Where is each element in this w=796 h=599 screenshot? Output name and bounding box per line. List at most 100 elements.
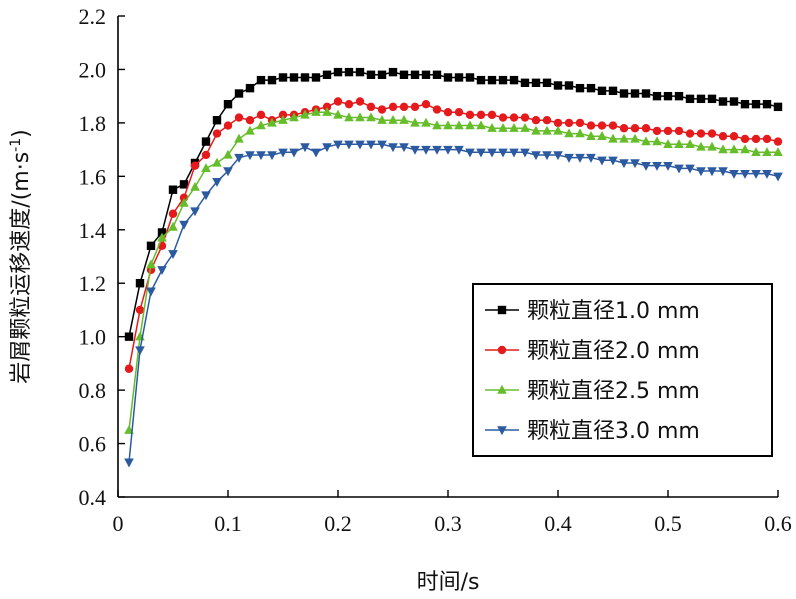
data-point (278, 110, 288, 120)
data-point (410, 117, 420, 127)
data-point (278, 148, 288, 158)
data-point (322, 102, 332, 112)
data-point (685, 164, 695, 174)
data-point (201, 150, 211, 160)
data-point (355, 112, 365, 122)
data-point (289, 73, 299, 82)
data-point (388, 143, 398, 153)
data-point (619, 124, 629, 133)
data-point (355, 97, 365, 106)
data-point (355, 67, 365, 77)
y-tick-label: 2.0 (79, 57, 107, 82)
data-point (476, 110, 486, 120)
data-point (773, 102, 783, 112)
data-point (267, 151, 277, 161)
data-point (432, 145, 442, 155)
data-point (542, 116, 552, 125)
legend-item: 颗粒直径1.0 mm (485, 299, 700, 324)
data-point (146, 287, 156, 297)
data-point (278, 115, 288, 124)
data-point (223, 99, 233, 109)
data-point (201, 191, 211, 201)
data-point (520, 113, 530, 122)
data-point (410, 70, 420, 79)
data-point (641, 124, 651, 133)
data-point (443, 120, 453, 130)
data-point (311, 107, 321, 116)
series-1 (124, 67, 783, 341)
data-point (410, 102, 420, 112)
data-point (674, 126, 684, 136)
data-point (245, 116, 255, 125)
data-point (641, 136, 651, 146)
legend-item: 颗粒直径2.0 mm (485, 339, 700, 364)
data-point (718, 132, 728, 141)
legend-swatch-marker (497, 426, 507, 436)
data-point (179, 180, 189, 189)
data-point (344, 140, 354, 150)
data-point (366, 112, 376, 122)
data-point (190, 161, 200, 170)
data-point (245, 125, 255, 135)
data-point (674, 164, 684, 174)
data-point (718, 144, 728, 154)
data-point (421, 117, 431, 127)
data-point (762, 147, 772, 156)
data-point (663, 91, 673, 101)
data-point (157, 232, 167, 242)
data-point (586, 153, 596, 163)
data-point (476, 148, 486, 158)
data-point (729, 132, 739, 141)
data-point (685, 139, 695, 148)
y-tick-label: 0.8 (79, 378, 107, 403)
data-point (421, 99, 431, 109)
data-point (377, 70, 387, 79)
data-point (366, 102, 376, 112)
data-point (553, 118, 563, 128)
data-point (168, 250, 178, 260)
data-point (366, 70, 376, 79)
legend-box (472, 283, 773, 457)
data-point (751, 169, 761, 179)
x-tick-label: 0.1 (214, 511, 242, 536)
data-point (773, 172, 783, 182)
y-tick-label: 1.6 (79, 164, 107, 189)
data-point (520, 123, 530, 132)
data-point (663, 139, 673, 148)
data-point (619, 89, 629, 98)
data-point (179, 220, 189, 230)
legend: 颗粒直径1.0 mm 颗粒直径2.0 mm 颗粒直径2.5 mm 颗粒直径3.0 mm (472, 283, 773, 457)
data-point (652, 91, 662, 101)
data-point (267, 117, 277, 127)
data-point (388, 67, 398, 77)
data-point (234, 133, 244, 143)
data-point (685, 94, 695, 104)
data-point (366, 140, 376, 150)
data-point (399, 115, 409, 124)
data-point (124, 364, 134, 373)
legend-swatch-marker (497, 305, 507, 315)
data-point (586, 131, 596, 140)
data-point (190, 181, 200, 191)
data-point (597, 86, 607, 96)
data-point (344, 99, 354, 109)
series-4 (124, 140, 783, 468)
data-point (465, 120, 475, 130)
data-point (256, 151, 266, 161)
data-point (388, 115, 398, 124)
data-point (498, 75, 508, 85)
data-point (509, 113, 519, 122)
data-point (454, 145, 464, 155)
y-tick-label: 0.4 (79, 485, 107, 510)
data-point (630, 133, 640, 143)
data-point (707, 94, 717, 104)
data-point (564, 81, 574, 90)
data-point (696, 167, 706, 177)
data-point (234, 153, 244, 163)
y-axis-title: 岩屑颗粒运移速度/(m·s-1) (8, 129, 34, 383)
data-point (443, 108, 453, 117)
data-point (234, 113, 244, 122)
data-point (465, 148, 475, 158)
data-point (696, 141, 706, 151)
data-point (564, 128, 574, 138)
